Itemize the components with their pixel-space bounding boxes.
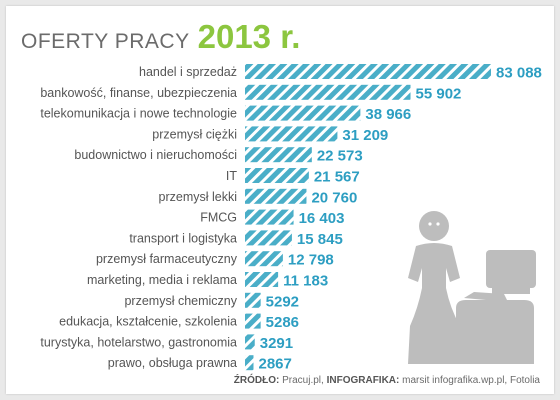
- bar: [245, 64, 491, 79]
- bar: [245, 188, 307, 204]
- value-label: 15 845: [297, 231, 343, 248]
- bar: [245, 272, 279, 287]
- bar: [245, 251, 283, 267]
- bar: [245, 209, 294, 225]
- value-label: 16 403: [299, 210, 345, 227]
- value-label: 12 798: [288, 252, 334, 269]
- category-label: telekomunikacja i nowe technologie: [40, 107, 237, 121]
- value-label: 83 088: [496, 65, 542, 82]
- category-label: edukacja, kształcenie, szkolenia: [59, 315, 237, 329]
- bar: [245, 84, 411, 100]
- value-label: 55 902: [416, 85, 462, 102]
- infographic-label: INFOGRAFIKA:: [326, 375, 400, 386]
- infographic-card: OFERTY PRACY 2013 r. handel i sprzedaż ban…: [6, 6, 554, 394]
- category-label: handel i sprzedaż: [139, 65, 237, 79]
- bar: [245, 230, 292, 246]
- source-note: ŹRÓDŁO: Pracuj.pl, INFOGRAFIKA: marsit i…: [234, 375, 540, 386]
- category-label: turystyka, hotelarstwo, gastronomia: [40, 335, 237, 349]
- title-year: 2013 r.: [197, 18, 301, 55]
- bar: [245, 147, 312, 163]
- category-label: przemysł chemiczny: [124, 294, 237, 308]
- bar: [245, 168, 309, 183]
- category-label: prawo, obsługa prawna: [108, 356, 237, 370]
- bar: [245, 313, 261, 329]
- chart-title: OFERTY PRACY 2013 r.: [21, 18, 300, 62]
- category-label: IT: [226, 169, 237, 183]
- value-label: 21 567: [314, 169, 360, 186]
- category-label: przemysł ciężki: [152, 127, 237, 141]
- value-label: 5286: [266, 314, 299, 331]
- category-label: transport i logistyka: [129, 231, 237, 245]
- bar-chart: handel i sprzedaż bankowość, finanse, ube…: [40, 64, 542, 373]
- category-label: budownictwo i nieruchomości: [74, 148, 237, 162]
- source-label: ŹRÓDŁO:: [233, 375, 280, 386]
- value-label: 20 760: [311, 189, 357, 206]
- value-label: 3291: [260, 335, 293, 352]
- bar: [245, 126, 338, 142]
- category-label: marketing, media i reklama: [87, 273, 237, 287]
- category-label: przemysł farmaceutyczny: [96, 252, 238, 266]
- source-text: Pracuj.pl,: [282, 375, 324, 386]
- category-label: bankowość, finanse, ubezpieczenia: [40, 86, 237, 100]
- person-at-desk-icon: [408, 211, 536, 364]
- bar: [245, 105, 361, 121]
- value-label: 2867: [258, 356, 291, 373]
- value-label: 31 209: [342, 127, 388, 144]
- value-label: 22 573: [317, 148, 363, 165]
- bar: [245, 334, 255, 350]
- title-text: OFERTY PRACY: [21, 30, 190, 53]
- bar: [245, 355, 254, 371]
- value-label: 5292: [266, 293, 299, 310]
- category-label: FMCG: [200, 211, 237, 225]
- infographic-text: marsit infografika.wp.pl, Fotolia: [402, 375, 540, 386]
- value-label: 38 966: [365, 106, 411, 123]
- category-label: przemysł lekki: [159, 190, 238, 204]
- value-label: 11 183: [283, 273, 328, 290]
- bar: [245, 292, 261, 308]
